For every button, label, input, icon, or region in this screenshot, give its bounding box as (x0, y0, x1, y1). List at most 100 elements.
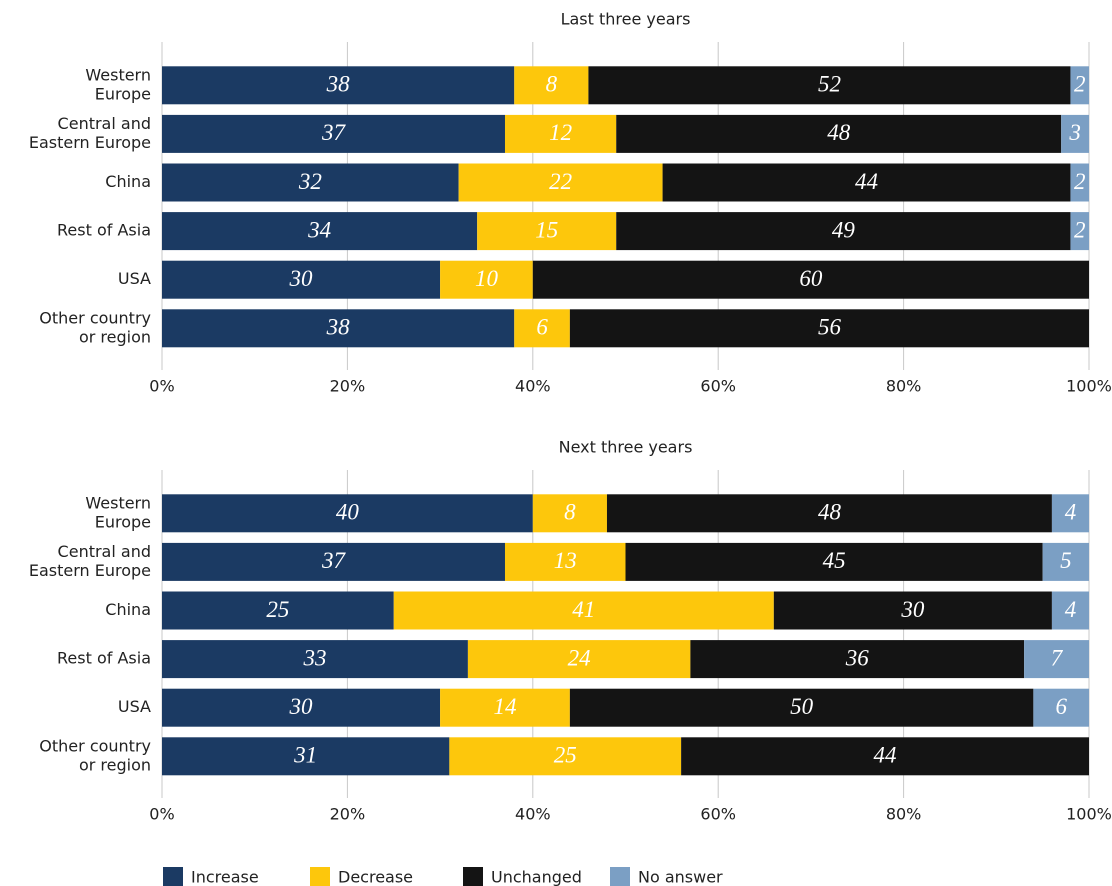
x-tick-label: 40% (515, 805, 551, 824)
bar-segment (606, 494, 1052, 533)
data-label: 40 (336, 500, 360, 525)
y-tick-label: Western (85, 65, 151, 84)
x-tick-label: 40% (515, 377, 551, 396)
legend-label: No answer (638, 868, 723, 886)
bar-segment (162, 66, 515, 105)
data-label: 48 (818, 500, 842, 525)
x-tick-label: 100% (1066, 377, 1112, 396)
bar-segment (569, 688, 1034, 727)
data-label: 2 (1074, 169, 1086, 194)
data-label: 15 (535, 217, 558, 242)
legend-label: Decrease (338, 868, 413, 886)
data-label: 60 (799, 266, 823, 291)
legend-swatch (610, 867, 630, 886)
x-tick-label: 60% (700, 805, 736, 824)
data-label: 8 (564, 500, 576, 525)
bar-segment (449, 737, 682, 776)
bar-segment (1070, 66, 1089, 105)
bar-segment (162, 542, 505, 581)
bar-segment (162, 163, 459, 202)
legend-swatch (310, 867, 330, 886)
bar-segment (1070, 163, 1089, 202)
data-label: 3 (1068, 120, 1081, 145)
y-tick-label: Eastern Europe (29, 561, 151, 580)
data-label: 36 (845, 645, 870, 670)
legend-swatch (463, 867, 483, 886)
y-tick-label: Rest of Asia (57, 649, 151, 668)
bar-segment (162, 260, 441, 299)
y-tick-label: Eastern Europe (29, 133, 151, 152)
data-label: 38 (326, 315, 351, 340)
data-label: 2 (1074, 217, 1086, 242)
bar-segment (162, 591, 394, 630)
bar-segment (1061, 114, 1089, 153)
y-tick-label: Europe (95, 512, 151, 531)
data-label: 22 (549, 169, 572, 194)
bar-segment (477, 212, 617, 251)
x-tick-label: 20% (330, 805, 366, 824)
data-label: 4 (1065, 597, 1077, 622)
data-label: 37 (321, 548, 347, 573)
x-tick-label: 0% (149, 377, 174, 396)
data-label: 45 (823, 548, 846, 573)
chart-title: Next three years (559, 438, 693, 457)
bar-segment (532, 260, 1089, 299)
legend-label: Unchanged (491, 868, 582, 886)
bar-segment (569, 309, 1089, 348)
data-label: 38 (326, 72, 351, 97)
data-label: 24 (568, 645, 591, 670)
y-tick-label: Other country (39, 736, 151, 755)
bar-segment (1051, 494, 1089, 533)
bar-segment (504, 542, 626, 581)
legend-swatch (163, 867, 183, 886)
data-label: 31 (293, 743, 317, 768)
y-tick-label: Other country (39, 308, 151, 327)
data-label: 8 (546, 72, 558, 97)
y-tick-label: Central and (58, 114, 151, 133)
bar-segment (162, 494, 533, 533)
bar-segment (162, 114, 505, 153)
bar-segment (504, 114, 617, 153)
data-label: 44 (855, 169, 878, 194)
data-label: 14 (493, 694, 516, 719)
legend-label: Increase (191, 868, 259, 886)
bar-segment (588, 66, 1071, 105)
data-label: 30 (900, 597, 925, 622)
bar-segment (458, 163, 663, 202)
bar-segment (662, 163, 1071, 202)
data-label: 34 (307, 217, 331, 242)
data-label: 30 (289, 266, 314, 291)
y-tick-label: or region (79, 327, 151, 346)
data-label: 32 (298, 169, 322, 194)
data-label: 41 (572, 597, 595, 622)
chart-title: Last three years (561, 10, 691, 29)
bar-segment (1070, 212, 1089, 251)
data-label: 49 (832, 217, 856, 242)
bar-segment (162, 309, 515, 348)
data-label: 52 (818, 72, 841, 97)
data-label: 44 (874, 743, 897, 768)
x-tick-label: 60% (700, 377, 736, 396)
y-tick-label: China (105, 600, 151, 619)
data-label: 37 (321, 120, 347, 145)
bar-segment (440, 260, 533, 299)
y-tick-label: China (105, 172, 151, 191)
data-label: 13 (554, 548, 577, 573)
bar-segment (467, 640, 691, 679)
bar-segment (440, 688, 570, 727)
data-label: 6 (536, 315, 548, 340)
data-label: 4 (1065, 500, 1077, 525)
x-tick-label: 80% (886, 377, 922, 396)
x-tick-label: 20% (330, 377, 366, 396)
data-label: 25 (266, 597, 289, 622)
bar-segment (1033, 688, 1089, 727)
y-tick-label: USA (118, 269, 151, 288)
y-tick-label: Central and (58, 542, 151, 561)
data-label: 25 (554, 743, 577, 768)
y-tick-label: or region (79, 755, 151, 774)
bar-segment (162, 640, 468, 679)
x-tick-label: 0% (149, 805, 174, 824)
bar-segment (514, 66, 589, 105)
bar-segment (162, 212, 478, 251)
